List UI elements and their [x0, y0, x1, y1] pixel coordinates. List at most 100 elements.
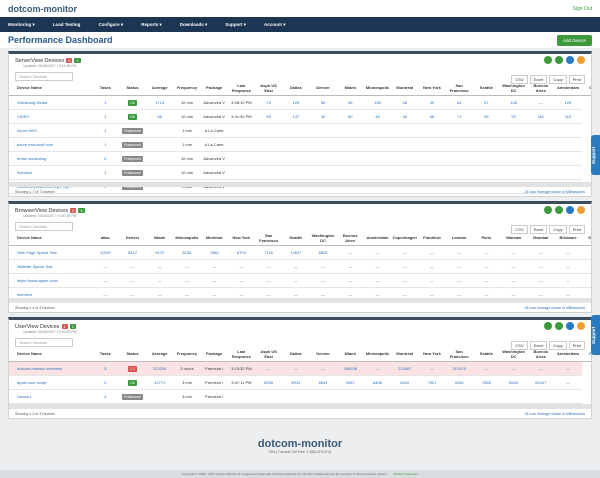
cell[interactable]: https://www.apple.com/	[9, 273, 92, 288]
nav-item[interactable]: Configure ▾	[98, 21, 124, 27]
cell: 6703	[227, 245, 255, 260]
action-icon[interactable]	[566, 206, 574, 214]
nav-item[interactable]: Account ▾	[264, 21, 286, 27]
cell: Postponed	[118, 137, 147, 152]
cell	[554, 165, 582, 180]
column-header: Miami	[336, 348, 364, 362]
column-header: Asph US East	[255, 348, 283, 362]
add-device-button[interactable]: Add Device	[556, 34, 592, 46]
cell: 8943	[499, 375, 528, 390]
cell[interactable]: live/view	[9, 165, 92, 180]
action-icon[interactable]	[566, 322, 574, 330]
action-icon[interactable]	[555, 56, 563, 64]
column-header: Tasks	[91, 348, 119, 362]
cell[interactable]: azure.microsoft.com	[9, 137, 92, 152]
export-button[interactable]: Copy	[549, 340, 567, 350]
device-row: https://www.apple.com/— — — — — — — — — — — — — — — — — —…	[9, 273, 591, 288]
cell: 59	[255, 109, 283, 124]
cell[interactable]: Streaming Media	[9, 95, 92, 110]
cell[interactable]: Azure MVC	[9, 123, 92, 138]
cell: 8912	[118, 245, 147, 260]
column-header: Average	[146, 348, 174, 362]
column-header: Frankfurt	[418, 232, 446, 246]
cell	[146, 165, 174, 180]
cell: 68	[418, 109, 446, 124]
cell	[445, 123, 473, 138]
cell[interactable]: VIDEO	[9, 109, 92, 124]
action-icon[interactable]	[555, 322, 563, 330]
action-icon[interactable]	[544, 206, 552, 214]
cell[interactable]: Web Page Speed Test	[9, 245, 92, 260]
cell[interactable]: email monitoring	[9, 151, 92, 166]
support-tab[interactable]: Support	[591, 135, 600, 175]
action-icon[interactable]	[577, 322, 585, 330]
nav-item[interactable]: Monitoring ▾	[8, 21, 35, 27]
device-row: VIDEO 1 OK 85 10 min Advanced V 3:41:40 PM 59 14…	[9, 109, 591, 124]
nav-item[interactable]: Downloads ▾	[179, 21, 208, 27]
action-icon[interactable]	[566, 56, 574, 64]
column-header: Dallas	[282, 82, 310, 96]
cell	[227, 151, 255, 166]
nav-item[interactable]: Load Testing	[52, 22, 81, 27]
export-button[interactable]: Excel	[529, 340, 548, 350]
device-row: apple.com script 2 OK 12771 3 min Premium I 3:…	[9, 375, 591, 390]
cell: 6825	[309, 245, 337, 260]
cell: —	[418, 245, 446, 260]
search-box[interactable]: Search Devices	[15, 72, 73, 81]
export-button[interactable]: CSV	[511, 74, 528, 84]
action-icon[interactable]	[577, 56, 585, 64]
column-header: Warsaw	[499, 232, 528, 246]
action-icon[interactable]	[577, 206, 585, 214]
cell: —	[309, 361, 337, 376]
cell: —	[173, 273, 201, 288]
showing-count: Showing 1-4 of 4 Devices	[15, 305, 55, 310]
column-header: San Francisco	[445, 82, 473, 96]
cell: 49	[418, 95, 446, 110]
cell: OK	[118, 95, 147, 110]
action-icon[interactable]	[544, 56, 552, 64]
support-tab[interactable]: Support	[591, 315, 600, 355]
sign-out[interactable]: Sign Out	[572, 5, 592, 12]
cell	[146, 123, 174, 138]
nav-item[interactable]: Reports ▾	[141, 21, 162, 27]
export-button[interactable]: Excel	[529, 74, 548, 84]
action-icon[interactable]	[544, 322, 552, 330]
cell[interactable]: Website Speed Test	[9, 259, 92, 274]
cell: 6644	[309, 375, 337, 390]
cell: 1	[91, 165, 119, 180]
logo[interactable]: dotcom-monitor	[8, 3, 77, 14]
cell[interactable]: apple.com script	[9, 375, 92, 390]
column-header: Mumbai	[527, 232, 555, 246]
export-button[interactable]: Print	[568, 224, 585, 234]
export-button[interactable]: Excel	[529, 224, 548, 234]
export-button[interactable]: Copy	[549, 74, 567, 84]
column-header: Device Name	[9, 232, 92, 246]
cell[interactable]: Device1	[9, 389, 92, 404]
panel-actions	[544, 56, 585, 64]
column-header: Denver	[118, 232, 147, 246]
privacy-link[interactable]: Privacy Statement	[393, 472, 418, 476]
panel-title: ServerView Devices	[15, 57, 65, 64]
cell: 1 min	[173, 123, 201, 138]
cell[interactable]: dotcom-monitor-overview	[9, 361, 92, 376]
panel: UserView Devices 1 1 Updated: 06/26/2017 | …	[8, 317, 592, 419]
column-header: Denver	[309, 82, 337, 96]
export-button[interactable]: Copy	[549, 224, 567, 234]
column-header: Device Name	[9, 82, 92, 96]
action-icon[interactable]	[555, 206, 563, 214]
cell	[227, 137, 255, 152]
export-button[interactable]: CSV	[511, 340, 528, 350]
column-header: San Francisco	[255, 232, 283, 246]
device-row: Web Page Speed Test 11092 8912 9172 8155 7660…	[9, 245, 591, 260]
export-button[interactable]: CSV	[511, 224, 528, 234]
export-button[interactable]: Print	[568, 340, 585, 350]
nav-item[interactable]: Support ▾	[225, 21, 246, 27]
cell: 1	[91, 95, 119, 110]
count-badge: 1	[61, 324, 68, 329]
cell: —	[255, 361, 283, 376]
export-button[interactable]: Print	[568, 74, 585, 84]
search-box[interactable]: Search Devices	[15, 338, 73, 347]
cell: —	[472, 259, 500, 274]
search-box[interactable]: Search Devices	[15, 222, 73, 231]
